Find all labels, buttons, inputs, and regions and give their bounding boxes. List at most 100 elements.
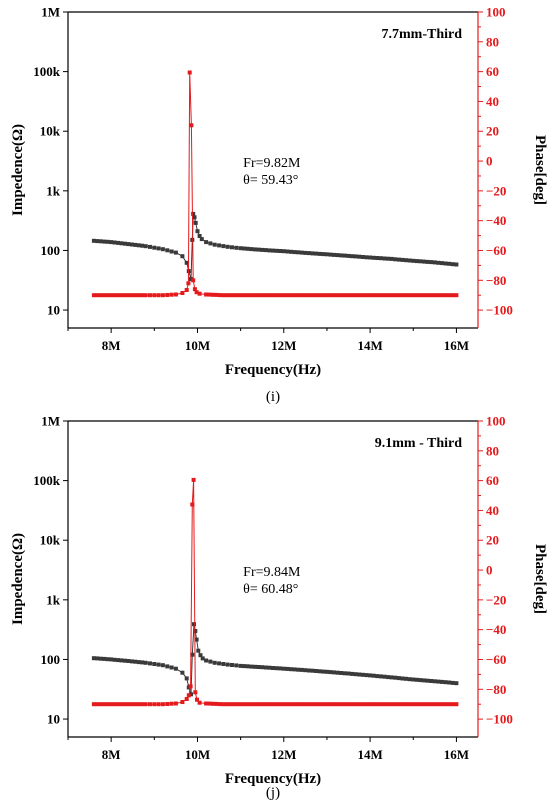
phase-marker [314, 702, 319, 707]
phase-marker [422, 702, 427, 707]
impedance-marker [436, 679, 441, 684]
impedance-marker [102, 239, 107, 244]
phase-marker [386, 293, 391, 298]
impedance-marker [414, 677, 419, 682]
phase-marker [169, 292, 174, 297]
phase-data-point [109, 702, 114, 707]
impedance-data-point [189, 277, 193, 282]
phase-marker [224, 293, 229, 298]
impedance-marker [407, 258, 412, 263]
impedance-marker [404, 676, 409, 681]
impedance-marker [292, 250, 297, 255]
phase-marker [214, 701, 219, 706]
impedance-marker [274, 248, 279, 253]
impedance-marker [136, 660, 141, 665]
impedance-marker [382, 256, 387, 261]
phase-marker [339, 702, 344, 707]
impedance-marker [436, 260, 441, 265]
phase-marker [299, 702, 304, 707]
x-axis-title: Frequency(Hz) [225, 362, 321, 378]
impedance-marker [285, 249, 290, 254]
phase-marker [267, 293, 272, 298]
phase-marker [310, 702, 315, 707]
phase-marker [211, 292, 215, 297]
phase-marker [382, 293, 387, 298]
resonance-annotation-line: Fr=9.84M [243, 565, 301, 580]
left-axis-title: Impedence(Ω) [10, 124, 26, 216]
impedance-marker [133, 242, 138, 247]
phase-marker [360, 702, 365, 707]
phase-marker [335, 702, 340, 707]
left-tick-label: 10k [40, 124, 61, 139]
phase-marker [207, 292, 212, 297]
impedance-marker [165, 664, 170, 669]
phase-marker [299, 293, 304, 298]
phase-marker [263, 293, 268, 298]
impedance-data-point [200, 656, 205, 661]
impedance-marker [332, 670, 337, 675]
phase-data-point [190, 502, 195, 507]
phase-data-point [160, 702, 165, 707]
impedance-marker [328, 252, 333, 257]
phase-marker [346, 293, 351, 298]
impedance-data-point [204, 658, 209, 663]
phase-marker [105, 293, 110, 298]
impedance-marker [307, 251, 311, 256]
phase-marker [235, 293, 240, 298]
phase-marker [303, 702, 308, 707]
impedance-data-point [192, 215, 197, 220]
impedance-data-point [126, 659, 131, 663]
impedance-marker [299, 250, 304, 255]
phase-marker [207, 701, 212, 706]
impedance-marker [350, 671, 355, 676]
phase-marker [389, 702, 394, 707]
phase-marker [245, 702, 250, 707]
impedance-data-point [184, 260, 189, 265]
phase-marker [450, 293, 455, 298]
impedance-data-point [303, 250, 308, 255]
right-tick-label: 80 [486, 443, 499, 458]
phase-data-point [411, 293, 416, 298]
phase-data-point [126, 702, 131, 707]
phase-marker [350, 702, 355, 707]
phase-data-point [411, 702, 416, 707]
impedance-marker [371, 673, 376, 678]
impedance-data-point [225, 662, 230, 667]
impedance-marker [152, 662, 157, 666]
left-tick-label: 100 [41, 652, 61, 667]
phase-marker [260, 702, 265, 707]
x-tick-label: 16M [444, 338, 469, 353]
right-tick-label: 40 [486, 94, 499, 109]
phase-marker [360, 293, 365, 298]
impedance-data-point [143, 244, 148, 249]
impedance-marker [396, 676, 401, 681]
phase-data-point [454, 702, 459, 707]
phase-marker [307, 702, 311, 707]
left-axis-title: Impedence(Ω) [10, 533, 26, 625]
resonance-annotation-line: θ= 60.48° [243, 582, 298, 597]
impedance-data-point [184, 676, 189, 681]
phase-data-point [173, 292, 178, 297]
impedance-marker [112, 657, 117, 662]
impedance-data-point [238, 663, 243, 668]
phase-data-point [191, 278, 196, 283]
impedance-marker [253, 247, 257, 252]
resonance-annotation-line: Fr=9.82M [243, 156, 301, 171]
impedance-data-point [324, 252, 329, 257]
right-tick-label: −100 [486, 712, 513, 727]
impedance-marker [221, 662, 226, 666]
impedance-data-point [199, 237, 204, 242]
impedance-marker [321, 252, 326, 257]
impedance-data-point [281, 249, 286, 254]
x-tick-label: 14M [357, 747, 382, 762]
phase-marker [152, 293, 157, 298]
impedance-marker [314, 669, 319, 673]
phase-marker [378, 702, 383, 707]
phase-marker [245, 293, 250, 298]
phase-marker [440, 702, 444, 707]
phase-marker [371, 293, 376, 298]
impedance-marker [245, 246, 250, 251]
impedance-marker [278, 249, 283, 253]
phase-marker [169, 701, 174, 706]
x-tick-label: 16M [444, 747, 469, 762]
